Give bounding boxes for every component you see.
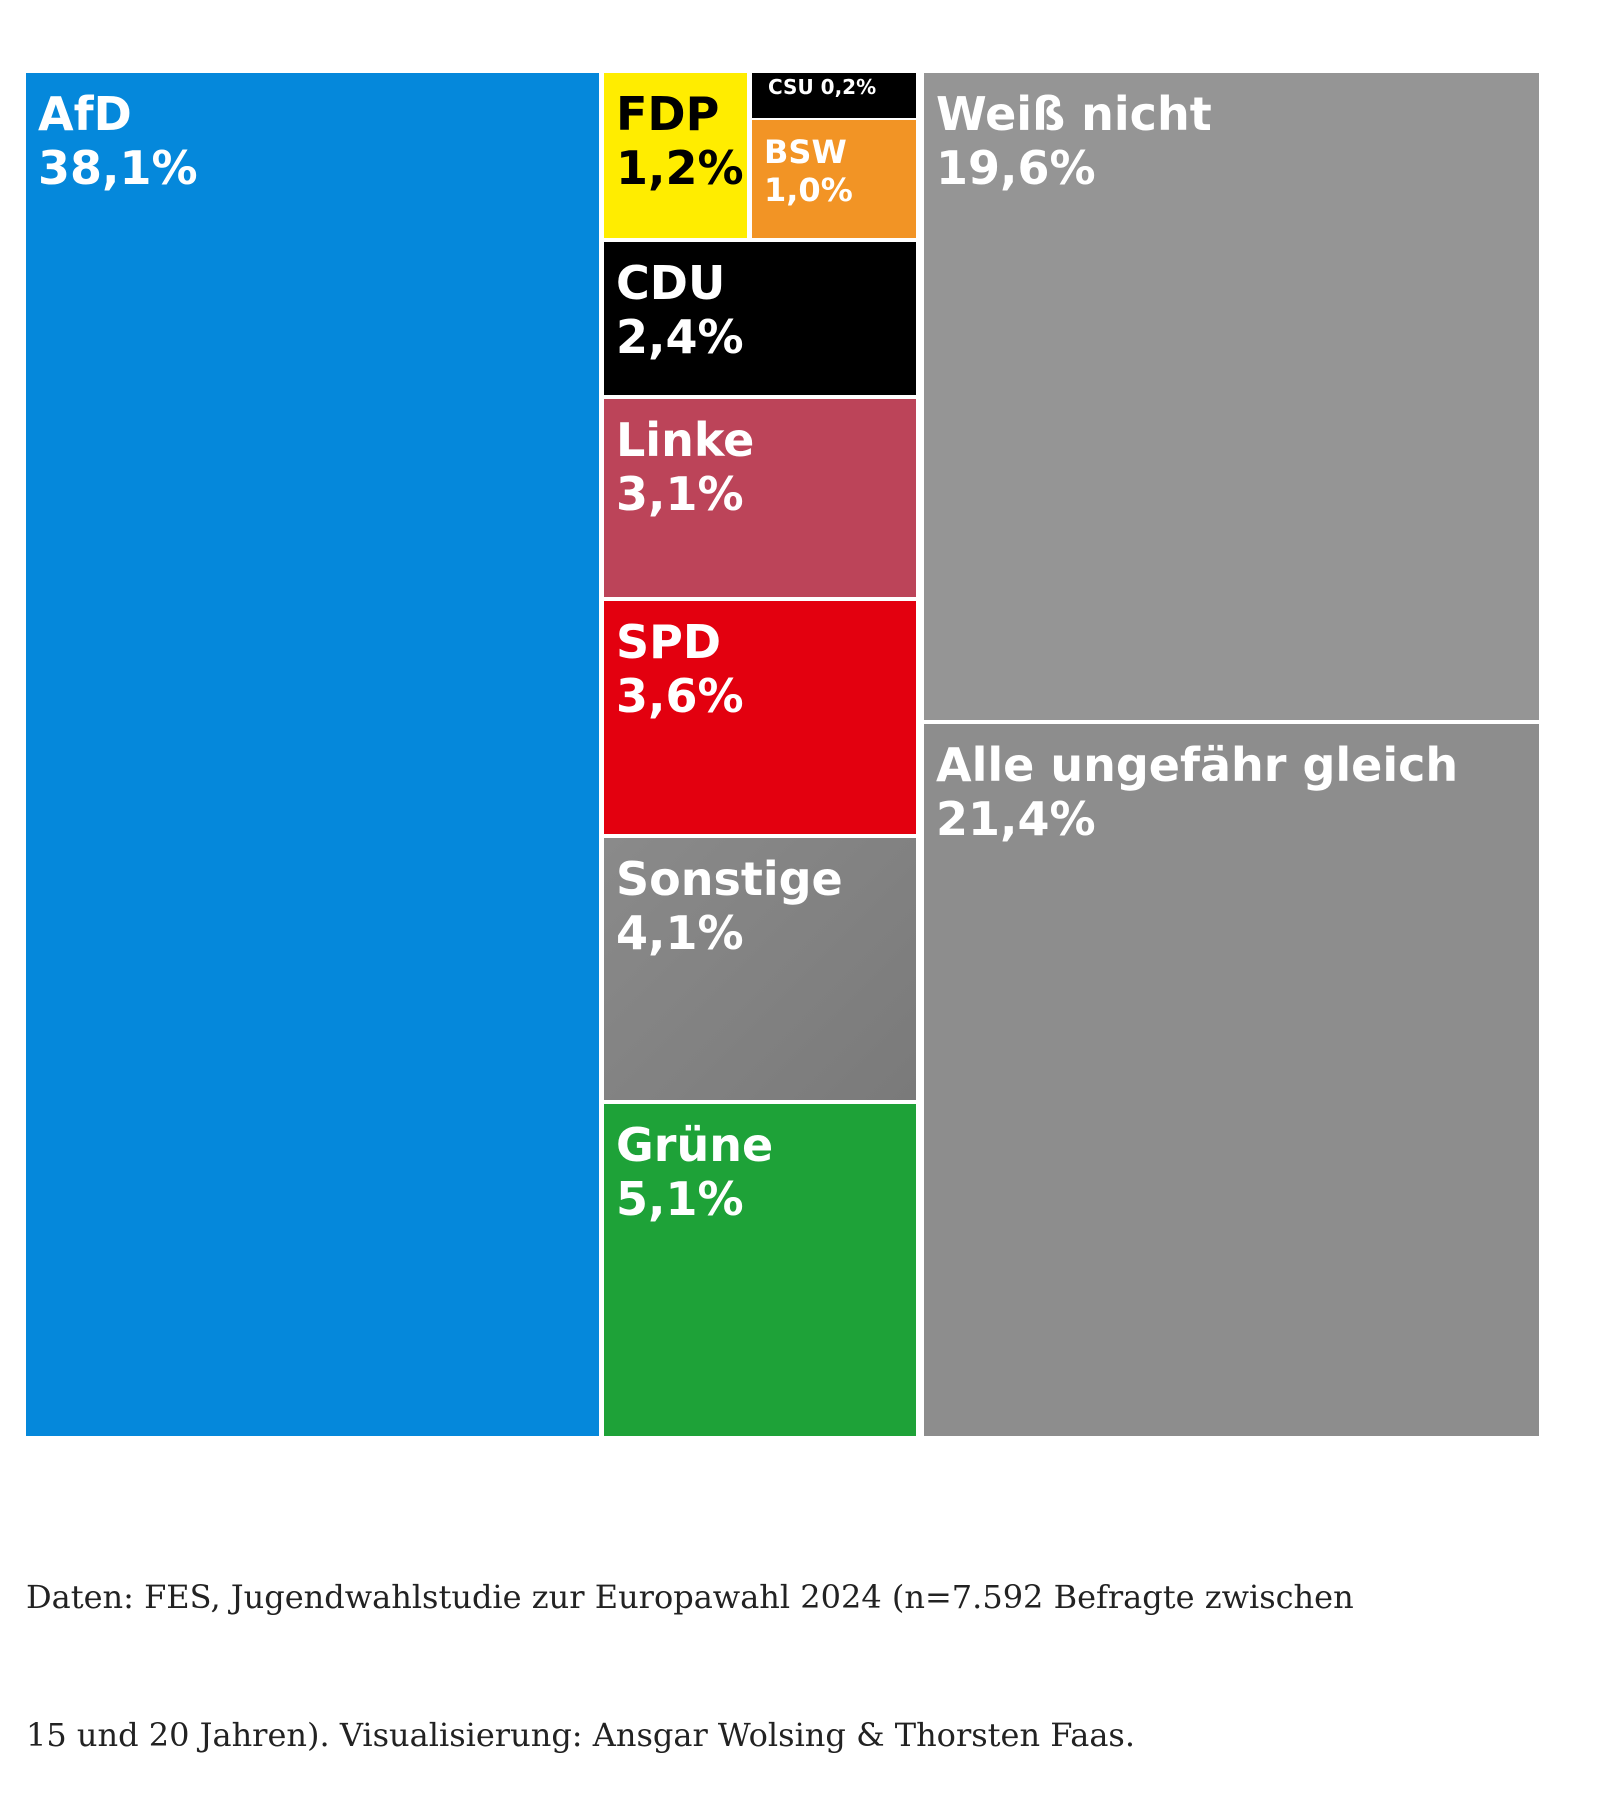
treemap-chart: AfD 38,1% FDP 1,2% CSU 0,2% BSW 1,0% CDU 2,4% Lin… (22, 70, 1578, 1470)
treemap-tile-linke: Linke 3,1% (604, 399, 916, 597)
treemap-tile-fdp: FDP 1,2% (604, 73, 747, 238)
value-label: 5,1% (616, 1172, 744, 1227)
source-caption-line-2: 15 und 20 Jahren). Visualisierung: Ansga… (26, 1716, 1136, 1754)
treemap-tile-bsw: BSW 1,0% (752, 120, 916, 238)
value-label: 2,4% (616, 310, 744, 365)
treemap-tile-spd: SPD 3,6% (604, 601, 916, 834)
treemap-tile-csu: CSU 0,2% (752, 73, 916, 118)
treemap-tile-alle_gleich: Alle ungefähr gleich 21,4% (924, 724, 1539, 1436)
source-caption-line-1: Daten: FES, Jugendwahlstudie zur Europaw… (26, 1578, 1354, 1616)
value-label: 38,1% (38, 141, 198, 196)
value-label: 21,4% (936, 792, 1096, 847)
treemap-label-alle_gleich: Alle ungefähr gleich 21,4% (936, 738, 1458, 847)
treemap-label-afd: AfD 38,1% (38, 87, 198, 196)
value-label: 3,1% (616, 467, 744, 522)
value-label: 19,6% (936, 141, 1096, 196)
category-label: CDU (616, 256, 726, 310)
category-label: FDP (616, 87, 720, 141)
category-label: Grüne (616, 1118, 774, 1172)
treemap-tile-cdu: CDU 2,4% (604, 242, 916, 395)
value-label: 4,1% (616, 906, 744, 961)
value-label: 1,0% (764, 170, 853, 209)
category-label: SPD (616, 615, 722, 669)
category-label: Sonstige (616, 852, 843, 906)
value-label: 0,2% (813, 75, 877, 99)
category-label: Weiß nicht (936, 87, 1212, 141)
source-caption: Daten: FES, Jugendwahlstudie zur Europaw… (26, 1482, 1586, 1804)
treemap-label-fdp: FDP 1,2% (616, 87, 744, 196)
treemap-label-sonstige: Sonstige 4,1% (616, 852, 843, 961)
treemap-label-linke: Linke 3,1% (616, 413, 754, 522)
treemap-tile-weiss_nicht: Weiß nicht 19,6% (924, 73, 1539, 720)
treemap-label-cdu: CDU 2,4% (616, 256, 744, 365)
category-label: Linke (616, 413, 755, 467)
category-label: AfD (38, 87, 132, 141)
treemap-tile-sonstige: Sonstige 4,1% (604, 838, 916, 1100)
treemap-label-weiss_nicht: Weiß nicht 19,6% (936, 87, 1212, 196)
value-label: 1,2% (616, 141, 744, 196)
treemap-label-bsw: BSW 1,0% (764, 133, 853, 210)
treemap-tile-gruene: Grüne 5,1% (604, 1104, 916, 1436)
category-label: Alle ungefähr gleich (936, 738, 1459, 792)
category-label: CSU (768, 75, 814, 99)
treemap-tile-afd: AfD 38,1% (26, 73, 599, 1436)
category-label: BSW (764, 133, 847, 171)
treemap-label-spd: SPD 3,6% (616, 615, 744, 724)
treemap-label-csu: CSU 0,2% (768, 75, 877, 100)
treemap-label-gruene: Grüne 5,1% (616, 1118, 773, 1227)
value-label: 3,6% (616, 669, 744, 724)
